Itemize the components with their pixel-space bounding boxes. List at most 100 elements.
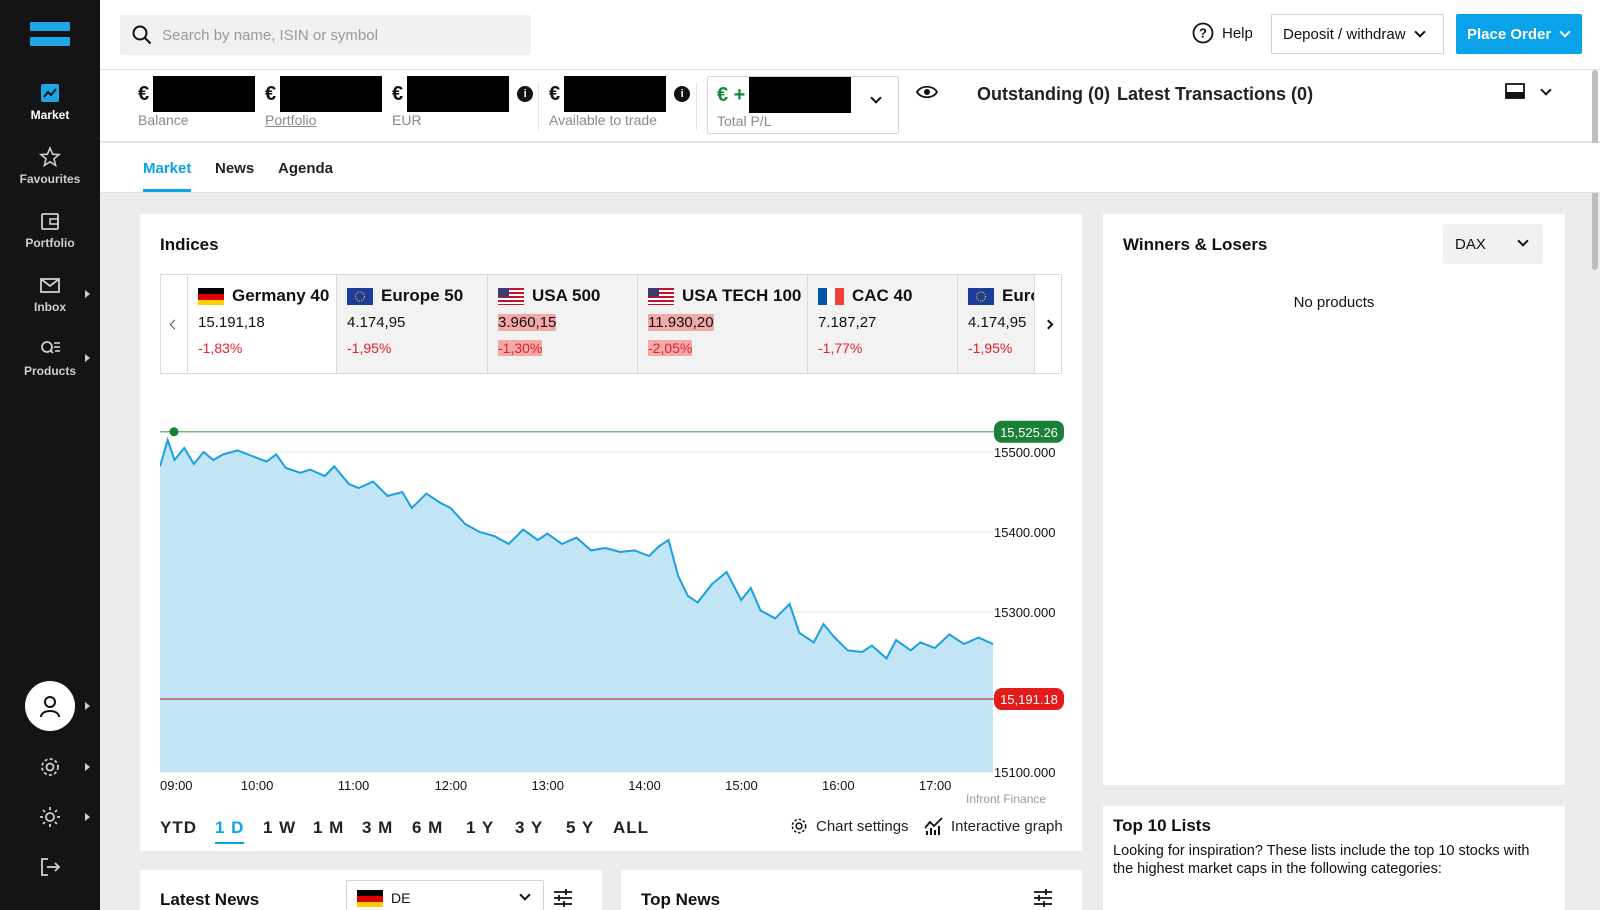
sidebar-item-market[interactable]: Market: [0, 82, 100, 122]
pl-label: Total P/L: [717, 113, 772, 129]
index-price: 3.960,15: [498, 314, 557, 331]
high-value-badge-text: 15,525.26: [1000, 425, 1058, 440]
usa-flag-icon: [648, 287, 674, 305]
chevron-down-icon: [870, 92, 882, 104]
envelope-icon: [40, 278, 60, 293]
chevron-down-icon[interactable]: [1540, 84, 1552, 96]
search-box[interactable]: [120, 15, 531, 55]
index-change: -1,83%: [198, 340, 243, 356]
chart-source-label: Infront Finance: [966, 792, 1047, 806]
chart-settings-button[interactable]: Chart settings: [789, 816, 909, 836]
index-change: -1,77%: [818, 340, 863, 356]
latest-transactions-link[interactable]: Latest Transactions (0): [1117, 84, 1314, 104]
redacted-value: [407, 76, 510, 112]
available-field: € i Available to trade: [549, 76, 691, 128]
svg-text:?: ?: [1199, 26, 1207, 41]
eu-flag-icon: [968, 287, 994, 305]
index-name-row: Europe 50: [347, 286, 487, 306]
eur-field: € i EUR: [392, 76, 534, 128]
germany-flag-icon: [198, 287, 224, 305]
tab-market[interactable]: Market: [143, 160, 192, 192]
expand-arrow-icon: [85, 290, 90, 298]
place-order-button[interactable]: Place Order: [1456, 14, 1582, 54]
news-region-select[interactable]: DE: [346, 880, 544, 910]
brand-logo[interactable]: [30, 22, 70, 48]
currency-symbol: €: [138, 82, 150, 105]
scroll-left-button[interactable]: [161, 275, 188, 373]
range-1m-button[interactable]: 1 M: [313, 818, 345, 837]
eye-icon[interactable]: [916, 84, 938, 100]
index-name: USA 500: [532, 286, 601, 305]
index-tile[interactable]: Europe 50 4.174,95 -1,95%: [337, 275, 488, 373]
index-tile[interactable]: Germany 40 15.191,18 -1,83%: [188, 275, 337, 373]
pl-prefix: € +: [717, 83, 746, 106]
range-3m-button[interactable]: 3 M: [362, 818, 394, 837]
filter-sliders-icon[interactable]: [1033, 889, 1053, 907]
winners-losers-card: Winners & Losers No products: [1103, 214, 1565, 785]
index-tile[interactable]: Euro 4.174,95 -1,95%: [958, 275, 1061, 373]
outstanding-link[interactable]: Outstanding (0): [977, 84, 1110, 104]
chevron-right-icon: [1043, 319, 1053, 329]
index-price: 11.930,20: [648, 314, 714, 331]
info-icon[interactable]: i: [517, 86, 534, 102]
range-all-button[interactable]: ALL: [613, 818, 650, 837]
y-tick-label: 15400.000: [994, 525, 1055, 540]
top10-title: Top 10 Lists: [1113, 816, 1211, 835]
brightness-icon[interactable]: [38, 805, 62, 829]
search-icon: [132, 25, 152, 45]
filter-sliders-icon[interactable]: [553, 889, 573, 907]
search-input[interactable]: [162, 26, 522, 44]
chart-settings-label: Chart settings: [816, 817, 909, 835]
index-tile[interactable]: USA TECH 100 11.930,20 -2,05%: [638, 275, 808, 373]
x-tick-label: 10:00: [241, 778, 274, 793]
eur-label: EUR: [392, 112, 422, 128]
scroll-right-button[interactable]: [1034, 275, 1061, 373]
germany-flag-icon: [357, 889, 383, 907]
latest-news-card: Latest News DE: [140, 870, 602, 910]
index-name-row: Germany 40: [198, 286, 336, 306]
total-pl-dropdown[interactable]: € + Total P/L: [707, 76, 899, 134]
index-change: -1,95%: [347, 340, 392, 356]
y-tick-label: 15100.000: [994, 765, 1055, 780]
range-1d-button[interactable]: 1 D: [215, 818, 245, 844]
range-5y-button[interactable]: 5 Y: [566, 818, 595, 837]
winners-losers-index-select[interactable]: DAX: [1443, 224, 1543, 264]
high-value-badge-bg: [994, 420, 1064, 443]
sidebar-item-inbox[interactable]: Inbox: [0, 274, 100, 314]
index-name-row: Euro: [968, 286, 1061, 306]
search-list-icon: [41, 341, 60, 354]
sidebar-item-products[interactable]: Products: [0, 338, 100, 378]
index-price-chart[interactable]: 15,525.26 15,191.18 15500.000 15400.000 1530…: [160, 420, 1065, 795]
sidebar-item-favourites[interactable]: Favourites: [0, 146, 100, 186]
gear-icon[interactable]: [38, 755, 62, 779]
sidebar-item-label: Portfolio: [25, 236, 75, 250]
expand-arrow-icon: [85, 354, 90, 362]
index-tile[interactable]: USA 500 3.960,15 -1,30%: [488, 275, 638, 373]
range-6m-button[interactable]: 6 M: [412, 818, 444, 837]
interactive-graph-button[interactable]: Interactive graph: [924, 816, 1063, 836]
layout-panel-icon[interactable]: [1505, 83, 1525, 99]
price-area-fill: [160, 440, 993, 772]
range-3y-button[interactable]: 3 Y: [515, 818, 544, 837]
star-icon: [39, 146, 61, 168]
range-ytd-button[interactable]: YTD: [160, 818, 197, 837]
user-avatar[interactable]: [25, 681, 75, 731]
deposit-withdraw-dropdown[interactable]: Deposit / withdraw: [1271, 14, 1444, 54]
selected-index: DAX: [1455, 235, 1486, 253]
sidebar-item-portfolio[interactable]: Portfolio: [0, 210, 100, 250]
logout-icon[interactable]: [38, 855, 62, 879]
tab-agenda[interactable]: Agenda: [278, 160, 334, 177]
portfolio-field[interactable]: € Portfolio: [265, 76, 383, 128]
portfolio-label[interactable]: Portfolio: [265, 112, 317, 128]
x-tick-label: 09:00: [160, 778, 193, 793]
winners-losers-title: Winners & Losers: [1123, 235, 1268, 254]
range-1w-button[interactable]: 1 W: [263, 818, 297, 837]
help-button[interactable]: ? Help: [1192, 22, 1253, 44]
info-icon[interactable]: i: [674, 86, 691, 102]
range-1y-button[interactable]: 1 Y: [466, 818, 495, 837]
sidebar-item-label: Products: [23, 364, 76, 378]
index-tile[interactable]: CAC 40 7.187,27 -1,77%: [808, 275, 958, 373]
tab-news[interactable]: News: [215, 160, 255, 177]
account-summary-bar: € Balance € Portfolio € i EUR € i Availabl…: [100, 70, 1600, 142]
gear-icon: [791, 818, 807, 834]
